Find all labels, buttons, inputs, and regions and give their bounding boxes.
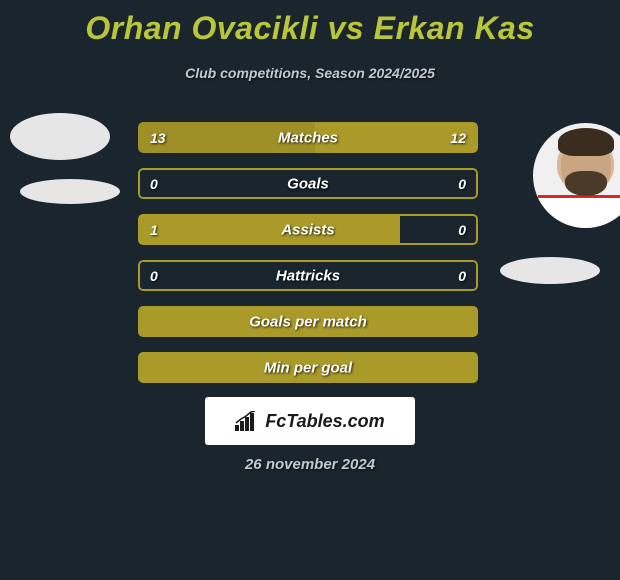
stat-value-right: 0 — [458, 268, 466, 284]
stat-value-right: 12 — [450, 130, 466, 146]
page-title: Orhan Ovacikli vs Erkan Kas — [0, 0, 620, 47]
stat-row-hattricks: 0 Hattricks 0 — [138, 260, 478, 291]
date-label: 26 november 2024 — [245, 456, 375, 473]
footer-brand-logo: FcTables.com — [205, 397, 415, 445]
stat-row-goals-per-match: Goals per match — [138, 306, 478, 337]
stat-label: Min per goal — [264, 359, 352, 376]
fctables-icon — [235, 411, 259, 431]
player-left-club-logo — [20, 179, 120, 204]
player-left-avatar — [10, 113, 110, 160]
stat-row-min-per-goal: Min per goal — [138, 352, 478, 383]
stat-row-goals: 0 Goals 0 — [138, 168, 478, 199]
stat-value-right: 0 — [458, 222, 466, 238]
player-right-club-logo — [500, 257, 600, 284]
stat-value-left: 1 — [150, 222, 158, 238]
stat-value-left: 0 — [150, 268, 158, 284]
stat-label: Assists — [281, 221, 334, 238]
hair-shape — [558, 128, 614, 156]
stat-value-left: 0 — [150, 176, 158, 192]
stat-row-matches: 13 Matches 12 — [138, 122, 478, 153]
beard-shape — [565, 171, 607, 196]
jersey-shape — [538, 195, 620, 228]
subtitle: Club competitions, Season 2024/2025 — [0, 65, 620, 81]
footer-brand-text: FcTables.com — [265, 411, 384, 432]
stat-row-assists: 1 Assists 0 — [138, 214, 478, 245]
stat-value-right: 0 — [458, 176, 466, 192]
stats-container: 13 Matches 12 0 Goals 0 1 Assists 0 0 Ha… — [138, 122, 478, 398]
stat-label: Hattricks — [276, 267, 340, 284]
stat-label: Goals per match — [249, 313, 367, 330]
stat-label: Goals — [287, 175, 329, 192]
stat-value-left: 13 — [150, 130, 166, 146]
stat-label: Matches — [278, 129, 338, 146]
player-right-avatar — [533, 123, 620, 228]
